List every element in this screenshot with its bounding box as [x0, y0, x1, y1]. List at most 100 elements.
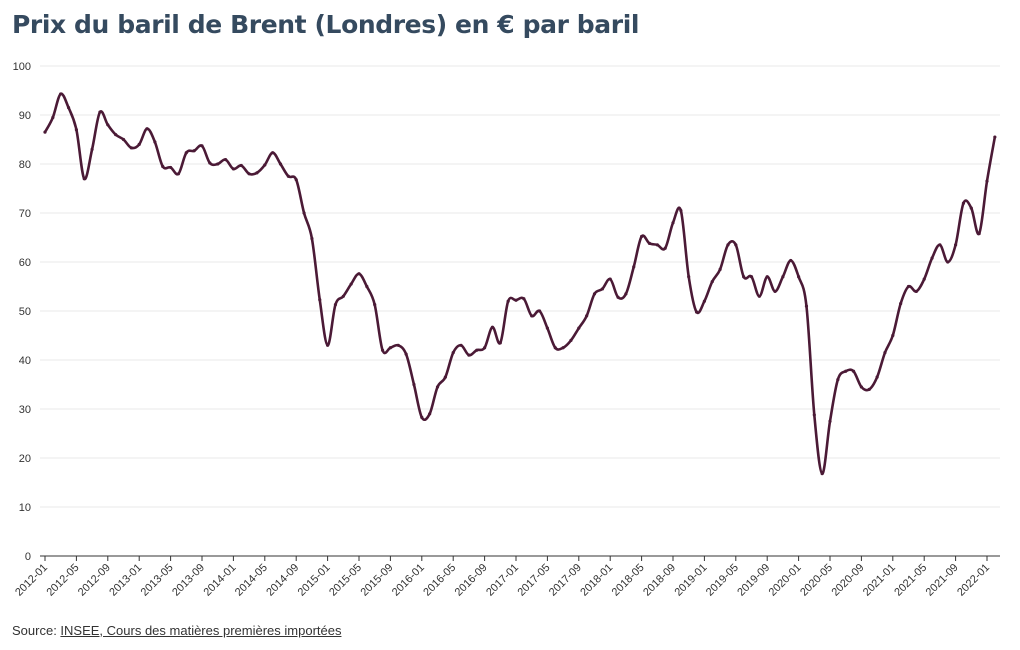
- x-tick-label: 2022-01: [955, 562, 992, 599]
- data-point: [891, 333, 895, 338]
- x-tick-label: 2016-09: [453, 562, 490, 599]
- y-tick-label: 100: [13, 61, 31, 73]
- data-point: [451, 351, 455, 355]
- chart-title: Prix du baril de Brent (Londres) en € pa…: [12, 10, 640, 39]
- data-point: [475, 348, 479, 352]
- data-point: [341, 294, 345, 298]
- data-point: [169, 165, 173, 170]
- data-point: [726, 243, 730, 247]
- data-point: [851, 369, 856, 373]
- y-tick-label: 80: [19, 159, 31, 171]
- data-point: [506, 299, 510, 303]
- data-point: [310, 236, 314, 241]
- data-point: [836, 378, 840, 382]
- x-tick-label: 2021-01: [861, 562, 898, 599]
- data-point: [781, 275, 785, 279]
- data-point: [679, 208, 683, 213]
- data-point: [121, 137, 126, 142]
- x-tick-label: 2017-01: [484, 562, 521, 599]
- data-point: [294, 178, 298, 182]
- source-link[interactable]: INSEE, Cours des matières premières impo…: [60, 623, 342, 638]
- data-point: [946, 260, 950, 264]
- y-tick-label: 10: [19, 502, 31, 514]
- data-point: [216, 162, 220, 166]
- data-point: [161, 164, 165, 169]
- data-point: [114, 133, 118, 137]
- data-point: [318, 298, 322, 302]
- y-axis-ticks: 0 10 20 30 40 50 60 70 80 90 100: [13, 61, 31, 563]
- y-tick-label: 30: [19, 404, 31, 416]
- data-point: [757, 294, 761, 298]
- data-point: [514, 298, 518, 302]
- data-point: [530, 314, 534, 318]
- data-point: [428, 412, 432, 416]
- x-tick-label: 2019-09: [735, 562, 772, 599]
- y-tick-label: 40: [19, 355, 31, 367]
- source-note: Source: INSEE, Cours des matières premiè…: [12, 623, 341, 638]
- x-tick-label: 2019-05: [704, 562, 741, 599]
- data-point: [561, 346, 565, 350]
- y-tick-label: 20: [19, 453, 31, 465]
- x-tick-label: 2020-05: [798, 562, 835, 599]
- data-point: [380, 348, 385, 352]
- series-line: [43, 92, 997, 475]
- data-point: [74, 128, 78, 132]
- data-point: [365, 284, 369, 289]
- data-point: [742, 275, 746, 279]
- data-point: [914, 289, 918, 293]
- data-point: [192, 149, 196, 153]
- data-point: [278, 162, 283, 166]
- x-tick-label: 2020-09: [829, 562, 866, 599]
- data-point: [624, 292, 628, 296]
- data-point: [577, 326, 581, 330]
- data-point: [702, 299, 707, 303]
- x-tick-label: 2020-01: [767, 562, 804, 599]
- x-tick-label: 2014-09: [264, 562, 301, 599]
- x-tick-label: 2017-05: [515, 562, 552, 599]
- data-point: [396, 343, 400, 347]
- x-tick-label: 2015-01: [296, 562, 333, 599]
- x-tick-label: 2015-09: [358, 562, 395, 599]
- data-point: [773, 289, 777, 293]
- data-point: [616, 295, 620, 299]
- data-point: [137, 142, 141, 146]
- data-point: [51, 115, 55, 120]
- x-tick-label: 2018-05: [610, 562, 647, 599]
- data-point: [66, 106, 71, 110]
- data-point: [467, 353, 471, 357]
- data-point: [459, 343, 463, 347]
- data-point: [718, 267, 722, 271]
- data-point: [969, 206, 973, 210]
- y-tick-label: 60: [19, 257, 31, 269]
- data-point: [90, 147, 94, 151]
- data-point: [938, 243, 942, 247]
- data-point: [498, 341, 502, 345]
- data-point: [302, 211, 306, 215]
- x-tick-label: 2012-09: [76, 562, 113, 599]
- data-point: [286, 174, 290, 178]
- data-point: [640, 234, 644, 239]
- data-point: [420, 415, 424, 419]
- data-point: [844, 369, 848, 373]
- data-point: [569, 338, 573, 342]
- data-point: [388, 346, 392, 350]
- x-tick-label: 2014-01: [201, 562, 238, 599]
- data-point: [671, 221, 675, 225]
- y-tick-label: 70: [19, 208, 31, 220]
- data-point: [239, 163, 243, 168]
- data-point: [208, 161, 212, 165]
- data-point: [585, 314, 589, 318]
- data-point: [490, 325, 495, 329]
- x-tick-label: 2014-05: [233, 562, 270, 599]
- y-tick-label: 50: [19, 306, 31, 318]
- data-point: [655, 243, 659, 247]
- data-point: [812, 413, 816, 417]
- data-point: [977, 231, 981, 236]
- data-point: [632, 265, 636, 269]
- data-point: [694, 310, 699, 314]
- data-point: [59, 92, 63, 96]
- data-point: [223, 157, 228, 162]
- data-point: [483, 346, 487, 350]
- data-point: [326, 343, 330, 347]
